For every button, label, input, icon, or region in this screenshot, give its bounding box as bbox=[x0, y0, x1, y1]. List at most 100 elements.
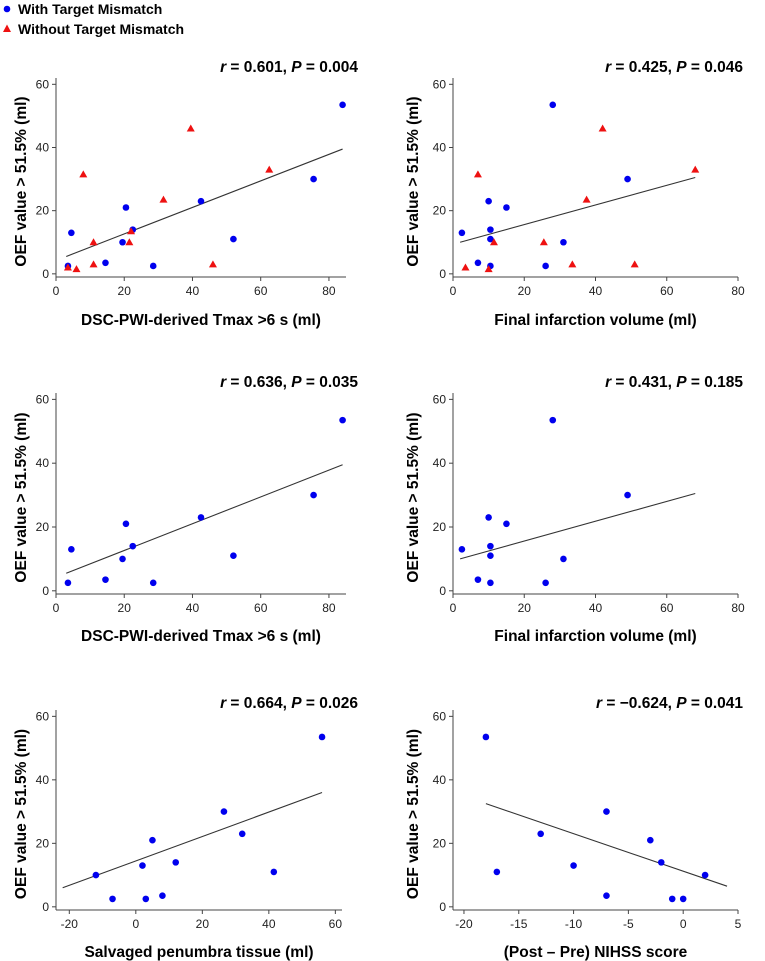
y-tick-label: 0 bbox=[42, 267, 49, 281]
data-point-without-mismatch bbox=[691, 165, 700, 173]
data-point-without-mismatch bbox=[630, 260, 639, 268]
y-tick-label: 0 bbox=[439, 584, 446, 598]
data-point-with-mismatch bbox=[603, 808, 610, 815]
x-tick-label: 40 bbox=[262, 917, 276, 931]
x-tick-label: 40 bbox=[589, 601, 603, 615]
regression-line bbox=[485, 803, 728, 887]
y-tick-label: 0 bbox=[439, 267, 446, 281]
y-tick-label: 0 bbox=[439, 900, 446, 914]
y-tick-label: 20 bbox=[433, 204, 447, 218]
data-point-without-mismatch bbox=[568, 260, 577, 268]
x-tick-label: -20 bbox=[455, 917, 473, 931]
y-axis-label: OEF value > 51.5% (ml) bbox=[405, 412, 422, 582]
regression-line bbox=[459, 176, 696, 243]
correlation-stat: r = −0.624, P = 0.041 bbox=[596, 695, 743, 712]
stat-r-label: r bbox=[220, 374, 227, 391]
data-point-with-mismatch bbox=[230, 235, 237, 243]
x-tick-label: 40 bbox=[589, 284, 603, 298]
data-point-without-mismatch bbox=[125, 238, 134, 246]
data-point-without-mismatch bbox=[89, 260, 98, 268]
data-point-with-mismatch bbox=[238, 830, 246, 838]
data-point-with-mismatch bbox=[668, 895, 676, 903]
regression-line bbox=[459, 492, 696, 560]
data-point-with-mismatch bbox=[122, 204, 130, 211]
data-point-with-mismatch bbox=[270, 868, 278, 876]
scatter-panel-4: 0 20 40 60 0 20 40 60 80 Final infarction volume … bbox=[405, 374, 745, 645]
data-point-with-mismatch bbox=[657, 859, 665, 866]
data-point-with-mismatch bbox=[701, 871, 709, 879]
y-tick-label: 40 bbox=[36, 773, 50, 787]
data-point-with-mismatch bbox=[129, 542, 137, 550]
y-tick-label: 60 bbox=[433, 709, 447, 723]
regression-line bbox=[66, 148, 343, 257]
data-point-with-mismatch bbox=[220, 808, 228, 815]
stat-r-text: = 0.431, bbox=[611, 374, 676, 391]
y-tick-label: 20 bbox=[36, 836, 50, 850]
stat-p-label: P bbox=[291, 59, 302, 76]
stat-p-label: P bbox=[676, 374, 687, 391]
data-point-with-mismatch bbox=[549, 101, 557, 109]
stat-r-label: r bbox=[605, 374, 612, 391]
x-tick-label: 20 bbox=[518, 601, 532, 615]
x-tick-label: 60 bbox=[329, 917, 343, 931]
data-point-with-mismatch bbox=[142, 895, 150, 903]
correlation-stat: r = 0.664, P = 0.026 bbox=[220, 695, 358, 712]
scatter-panel-5: 0 20 40 60 -20 0 20 40 60 Salvaged penumbra tissu… bbox=[13, 695, 358, 961]
data-point-without-mismatch bbox=[484, 265, 493, 273]
stat-r-label: r bbox=[220, 695, 227, 712]
data-point-with-mismatch bbox=[487, 235, 494, 243]
x-tick-label: 60 bbox=[254, 601, 268, 615]
data-point-without-mismatch bbox=[186, 124, 195, 132]
x-tick-label: -5 bbox=[623, 917, 634, 931]
stat-r-label: r bbox=[605, 59, 612, 76]
data-point-with-mismatch bbox=[603, 892, 610, 900]
data-point-with-mismatch bbox=[487, 226, 494, 233]
data-point-with-mismatch bbox=[474, 259, 482, 267]
stat-p-text: = 0.041 bbox=[687, 695, 744, 712]
data-point-with-mismatch bbox=[197, 514, 205, 521]
stat-r-text: = 0.601, bbox=[226, 59, 291, 76]
stat-r-label: r bbox=[596, 695, 603, 712]
y-tick-label: 60 bbox=[36, 709, 50, 723]
data-point-without-mismatch bbox=[79, 170, 88, 178]
x-tick-label: 40 bbox=[186, 601, 200, 615]
data-point-with-mismatch bbox=[119, 238, 126, 246]
stat-r-text: = −0.624, bbox=[602, 695, 676, 712]
data-point-without-mismatch bbox=[159, 195, 168, 203]
x-tick-label: 20 bbox=[518, 284, 532, 298]
data-point-with-mismatch bbox=[149, 836, 156, 844]
y-tick-label: 20 bbox=[433, 836, 447, 850]
data-point-with-mismatch bbox=[549, 416, 557, 424]
data-point-without-mismatch bbox=[127, 227, 136, 235]
x-tick-label: 80 bbox=[731, 601, 745, 615]
y-tick-label: 40 bbox=[433, 140, 447, 154]
data-point-with-mismatch bbox=[458, 229, 466, 237]
y-axis-label: OEF value > 51.5% (ml) bbox=[13, 729, 30, 899]
data-point-with-mismatch bbox=[458, 546, 466, 553]
correlation-stat: r = 0.425, P = 0.046 bbox=[605, 59, 743, 76]
y-tick-label: 40 bbox=[433, 456, 447, 470]
y-tick-label: 40 bbox=[433, 773, 447, 787]
data-point-without-mismatch bbox=[582, 195, 591, 203]
correlation-stat: r = 0.636, P = 0.035 bbox=[220, 374, 358, 391]
x-axis-label: Final infarction volume (ml) bbox=[494, 312, 696, 329]
data-point-with-mismatch bbox=[149, 579, 157, 587]
data-point-with-mismatch bbox=[68, 229, 75, 237]
x-axis-label: (Post – Pre) NIHSS score bbox=[504, 944, 688, 961]
data-point-with-mismatch bbox=[624, 175, 631, 183]
data-point-without-mismatch bbox=[72, 265, 81, 273]
regression-line bbox=[66, 464, 343, 574]
x-tick-label: 0 bbox=[53, 601, 60, 615]
data-point-without-mismatch bbox=[461, 263, 470, 271]
data-point-without-mismatch bbox=[265, 165, 274, 173]
data-point-with-mismatch bbox=[339, 101, 346, 109]
scatter-panel-6: 0 20 40 60 -20 -15 -10 -5 0 5 (Post – Pre) NIHSS s… bbox=[405, 695, 743, 961]
x-tick-label: 0 bbox=[132, 917, 139, 931]
stat-p-label: P bbox=[291, 695, 302, 712]
data-point-with-mismatch bbox=[68, 546, 75, 553]
y-axis-label: OEF value > 51.5% (ml) bbox=[13, 412, 30, 582]
legend-circle-marker bbox=[3, 5, 11, 13]
data-point-with-mismatch bbox=[503, 520, 510, 528]
